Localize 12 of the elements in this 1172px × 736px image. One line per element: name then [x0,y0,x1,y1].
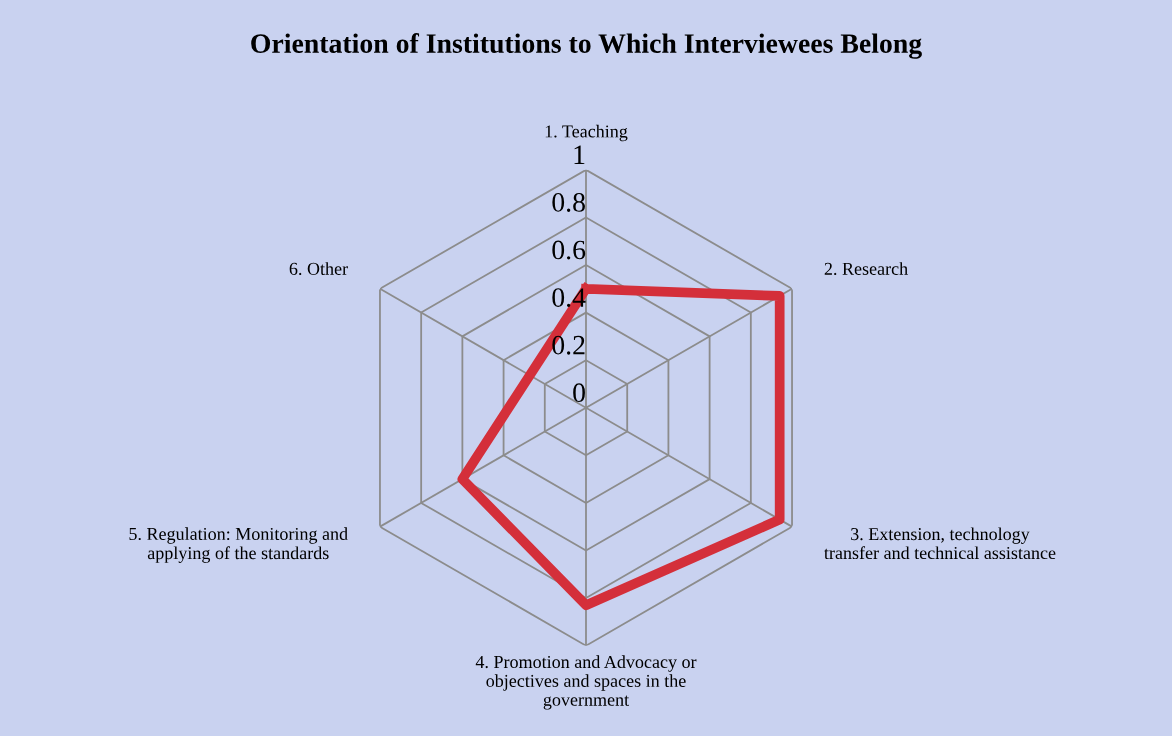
chart-title: Orientation of Institutions to Which Interviewees Belong [251,33,922,59]
spoke-label: 1. Teaching [545,124,628,142]
y-tick-label: 0.2 [552,335,585,355]
y-tick-label: 0 [573,383,585,403]
y-tick-label: 0.6 [552,240,586,260]
y-tick-label: 0.8 [552,193,585,212]
spoke-label: 3. Extension, technology transfer and technical assistance [824,527,1056,560]
spoke-label: 5. Regulation: Monitoring and applying of the standards [129,527,348,563]
spoke-label: 2. Research [824,262,908,275]
spoke-label: 6. Other [289,262,348,275]
y-tick-label: 1 [574,145,585,164]
spoke-label: 4. Promotion and Advocacy or objectives and spaces in the government [475,655,697,710]
